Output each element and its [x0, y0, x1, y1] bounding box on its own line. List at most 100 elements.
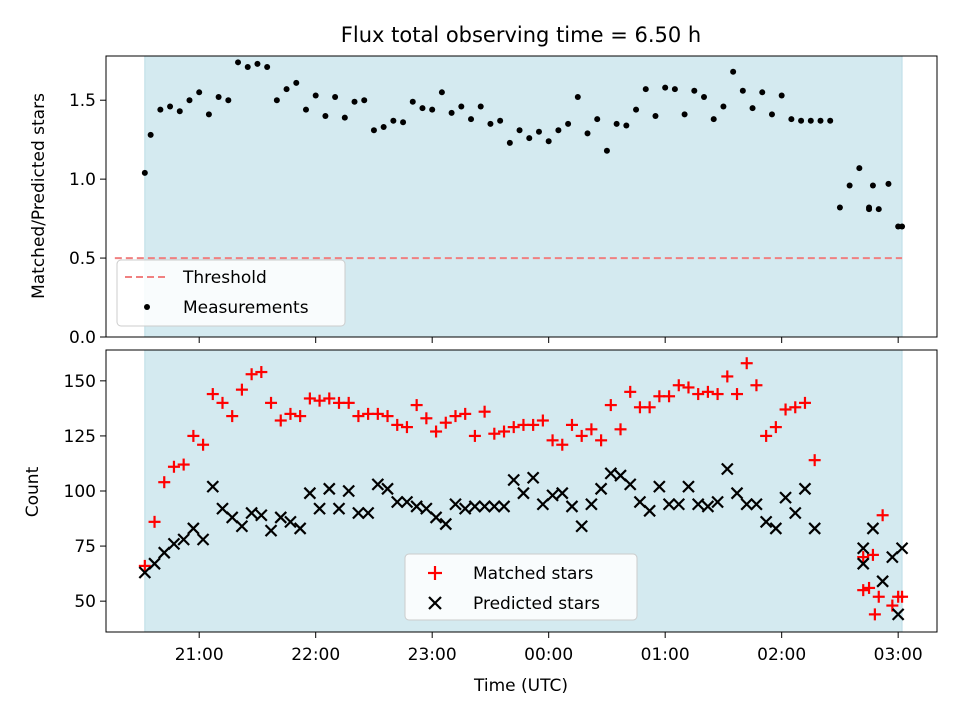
- measurement-point: [186, 97, 193, 104]
- measurement-point: [739, 87, 746, 94]
- predicted-star-point: [721, 462, 734, 476]
- predicted-star-point: [293, 522, 307, 535]
- predicted-star-point: [284, 515, 297, 529]
- measurement-point: [526, 135, 533, 142]
- measurement-point: [225, 97, 232, 104]
- predicted-star-point: [604, 467, 618, 480]
- y-tick-label: 75: [74, 537, 96, 557]
- matched-star-point: [439, 416, 452, 429]
- matched-star-point: [760, 429, 773, 442]
- matched-star-point: [488, 427, 501, 440]
- predicted-star-point: [730, 486, 744, 500]
- predicted-star-point: [390, 495, 404, 509]
- matched-star-point: [187, 429, 200, 442]
- matched-star-point: [265, 396, 278, 409]
- matched-star-point: [789, 401, 802, 414]
- predicted-star-point: [497, 500, 511, 513]
- predicted-star-point: [856, 542, 870, 555]
- measurement-point: [516, 127, 523, 134]
- predicted-star-point: [342, 484, 355, 498]
- measurement-point: [487, 120, 494, 127]
- measurement-point: [899, 223, 906, 230]
- predicted-star-point: [886, 550, 899, 564]
- predicted-star-point: [526, 471, 540, 485]
- measurement-point: [671, 86, 678, 93]
- legend-measurements-label: Measurements: [183, 298, 309, 318]
- measurement-point: [196, 89, 203, 96]
- matched-star-point: [371, 407, 384, 420]
- measurement-point: [817, 117, 824, 124]
- matched-star-point: [148, 515, 161, 528]
- measurement-point: [341, 114, 348, 121]
- measurement-point: [875, 206, 882, 213]
- matched-star-point: [449, 410, 462, 423]
- x-tick-label: 03:00: [874, 645, 923, 665]
- measurement-point: [730, 68, 737, 75]
- measurement-point: [535, 128, 542, 135]
- matched-star-point: [498, 425, 511, 438]
- matched-star-point: [536, 414, 549, 427]
- predicted-star-point: [187, 522, 200, 535]
- predicted-star-point: [323, 482, 336, 496]
- matched-star-point: [672, 379, 685, 392]
- predicted-star-point: [216, 502, 229, 515]
- predicted-star-point: [565, 500, 579, 513]
- measurement-point: [254, 60, 261, 67]
- measurement-point: [273, 97, 280, 104]
- measurement-point: [827, 117, 834, 124]
- predicted-star-point: [779, 491, 792, 504]
- matched-star-point: [138, 559, 151, 572]
- matched-star-point: [478, 405, 491, 418]
- bottom-y-axis-label: Count: [23, 466, 43, 517]
- measurement-point: [322, 112, 329, 119]
- measurement-point: [409, 98, 416, 105]
- matched-star-point: [235, 383, 248, 396]
- matched-star-point: [400, 421, 413, 434]
- predicted-star-point: [478, 500, 491, 513]
- matched-star-point: [197, 438, 210, 451]
- measurement-point: [351, 98, 358, 105]
- bottom-legend: Matched stars Predicted stars: [404, 553, 638, 621]
- measurement-point: [215, 94, 222, 101]
- measurement-point: [691, 87, 698, 94]
- matched-star-point: [604, 399, 617, 412]
- predicted-star-point: [633, 495, 647, 509]
- measurement-point: [869, 182, 876, 189]
- measurement-point: [836, 204, 843, 211]
- measurement-point: [633, 106, 640, 113]
- y-tick-label: 0.0: [69, 328, 96, 348]
- measurement-point: [613, 120, 620, 127]
- predicted-star-point: [196, 533, 210, 546]
- measurement-point: [856, 165, 863, 172]
- measurement-point: [438, 89, 445, 96]
- measurement-point: [788, 116, 795, 123]
- measurement-point: [400, 119, 407, 126]
- predicted-star-point: [876, 575, 889, 588]
- predicted-star-point: [672, 497, 686, 511]
- measurement-point: [380, 124, 387, 131]
- matched-star-point: [216, 396, 229, 409]
- matched-star-point: [206, 388, 219, 401]
- predicted-star-point: [711, 495, 724, 509]
- legend-measurement-marker: [144, 304, 150, 310]
- measurement-point: [419, 105, 426, 112]
- measurement-point: [302, 106, 309, 113]
- measurement-point: [701, 94, 708, 101]
- measurement-point: [205, 111, 212, 118]
- predicted-star-point: [400, 495, 414, 509]
- predicted-star-point: [517, 486, 530, 500]
- predicted-star-point: [439, 517, 453, 531]
- y-tick-label: 1.5: [69, 91, 96, 111]
- matched-star-point: [779, 403, 792, 416]
- matched-star-point: [527, 418, 540, 431]
- x-tick-label: 00:00: [524, 645, 573, 665]
- legend-matched-marker: [428, 566, 442, 580]
- predicted-star-point: [895, 542, 909, 555]
- measurement-point: [506, 139, 513, 146]
- predicted-star-point: [643, 504, 656, 518]
- measurement-point: [545, 138, 552, 145]
- measurement-point: [312, 92, 319, 99]
- matched-star-point: [167, 460, 180, 473]
- predicted-star-point: [303, 486, 317, 500]
- count-panel: 50 75 100 125 150 21:00 22:00 23:00 00:00 01:00 0…: [23, 349, 938, 696]
